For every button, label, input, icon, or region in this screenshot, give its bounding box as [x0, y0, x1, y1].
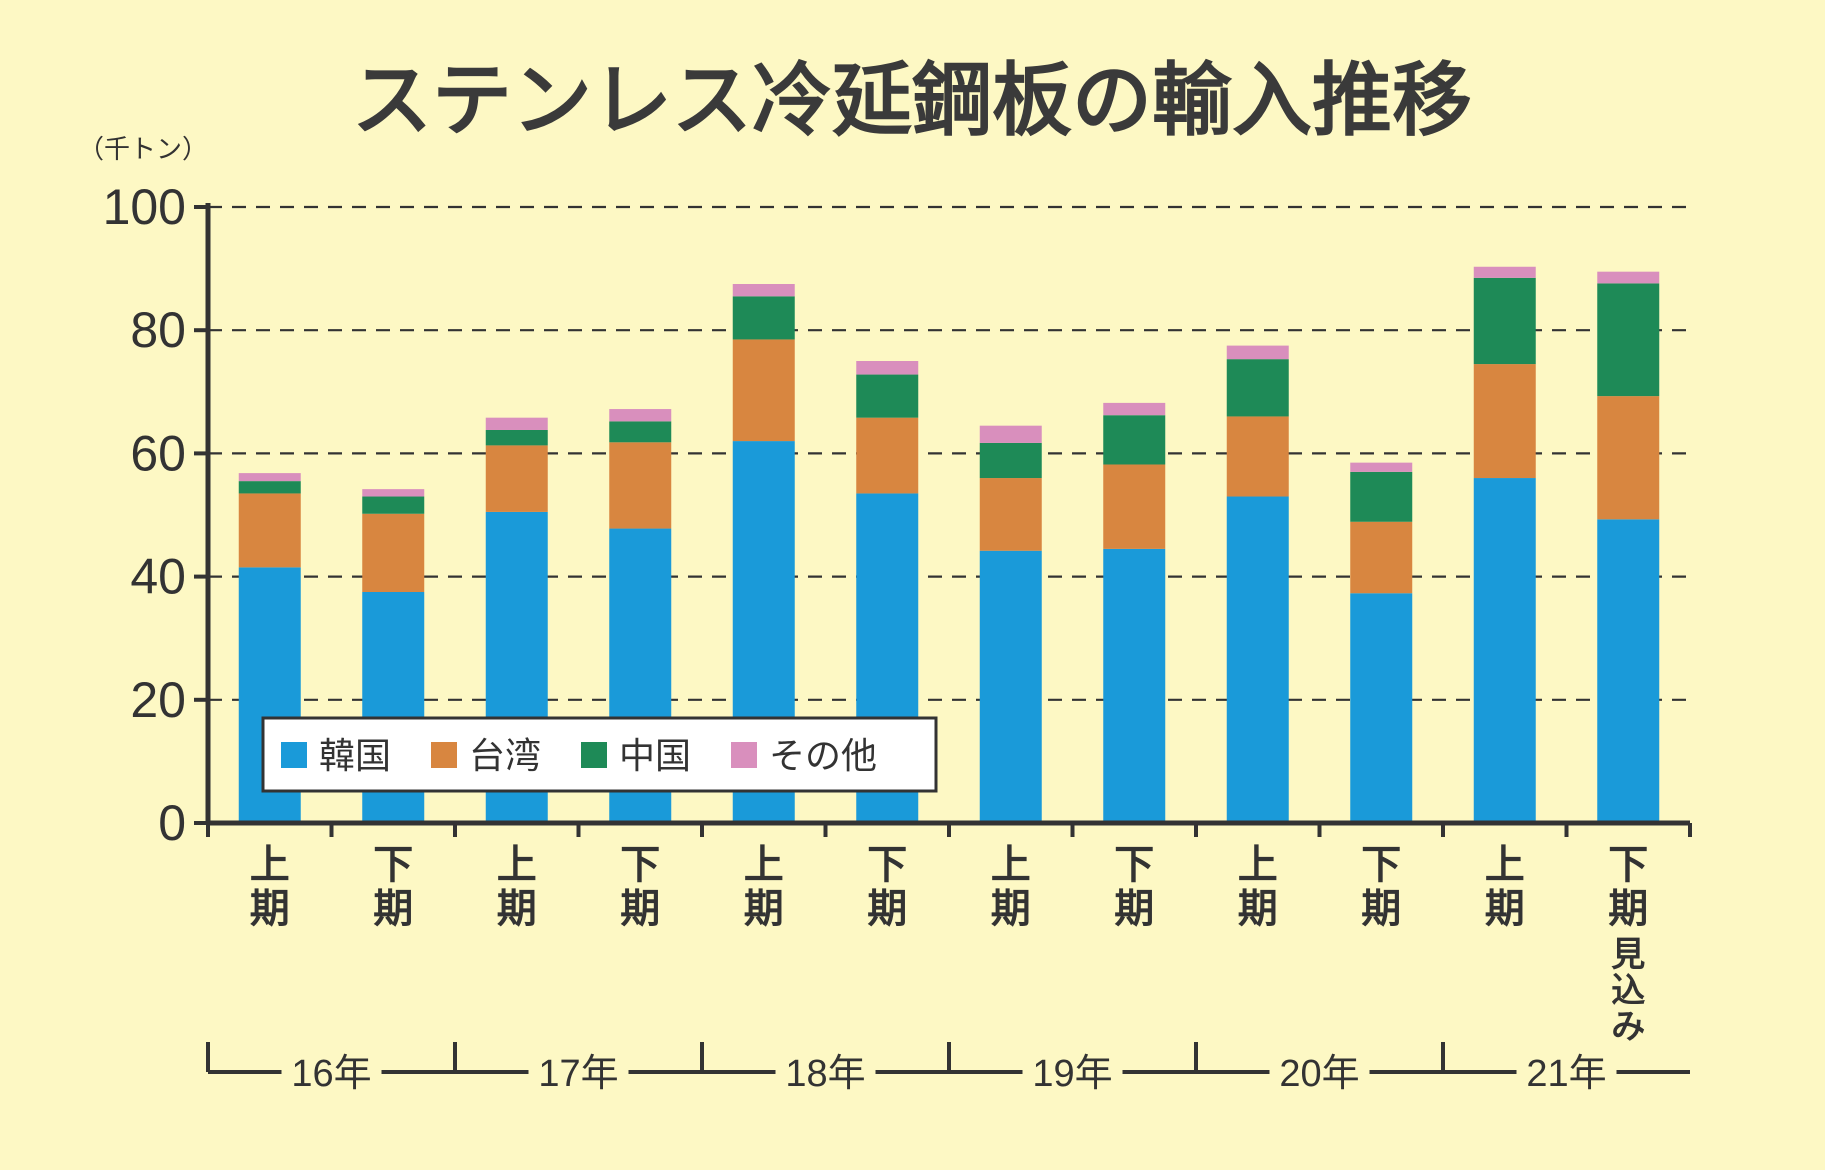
bar-segment-その他: [1597, 271, 1660, 284]
bar-segment-中国: [1597, 283, 1660, 397]
bar-segment-台湾: [485, 445, 548, 512]
bar-segment-中国: [979, 442, 1042, 479]
y-tick-label: 40: [130, 549, 186, 605]
bar-segment-台湾: [1103, 464, 1166, 549]
bar-segment-韓国: [1103, 548, 1166, 823]
legend-swatch: [581, 742, 607, 768]
year-label: 17年: [538, 1053, 618, 1095]
year-label: 19年: [1032, 1053, 1112, 1095]
bar-segment-韓国: [1350, 593, 1413, 823]
bar-segment-台湾: [979, 478, 1042, 551]
year-label: 21年: [1526, 1053, 1606, 1095]
bar-segment-その他: [362, 489, 425, 497]
bar-segment-韓国: [1473, 478, 1536, 823]
bar-segment-中国: [238, 481, 301, 494]
bar-segment-その他: [979, 425, 1042, 443]
y-tick-label: 100: [103, 179, 186, 235]
bar-segment-韓国: [1226, 496, 1289, 823]
x-tick-label: 下期: [620, 842, 660, 932]
y-tick-labels: 0 20 40 60 80 100: [103, 179, 186, 851]
bar-segment-中国: [732, 296, 795, 340]
legend-swatch: [431, 742, 457, 768]
legend-swatch: [731, 742, 757, 768]
legend-label: その他: [769, 736, 877, 777]
bar-segment-その他: [485, 417, 548, 430]
year-label: 18年: [785, 1053, 865, 1095]
legend-label: 中国: [619, 736, 691, 777]
bar-segment-その他: [732, 284, 795, 297]
bar-segment-台湾: [1350, 521, 1413, 594]
y-tick-label: 60: [130, 425, 186, 481]
x-tick-label: 下期: [373, 842, 413, 932]
bar-segment-台湾: [609, 442, 672, 529]
x-tick-label: 下期: [1361, 842, 1401, 932]
x-tick-label: 上期: [991, 842, 1031, 932]
x-tick-label: 上期: [744, 842, 784, 932]
bar-segment-台湾: [856, 417, 919, 494]
bar-segment-その他: [856, 361, 919, 375]
x-tick-label: 下期: [867, 842, 907, 932]
x-tick-label: 上期: [1485, 842, 1525, 932]
bar-segment-その他: [238, 473, 301, 482]
y-tick-label: 0: [158, 795, 186, 851]
bar-segment-その他: [1473, 266, 1536, 278]
x-tick-label: 上期: [250, 842, 290, 932]
y-tick-label: 80: [130, 302, 186, 358]
gridlines: [194, 205, 1690, 825]
bar-segment-中国: [856, 374, 919, 418]
bar-segment-中国: [609, 421, 672, 443]
bar-segment-台湾: [1226, 416, 1289, 497]
legend-label: 台湾: [469, 736, 541, 777]
axes: [205, 203, 1692, 837]
y-tick-label: 20: [130, 672, 186, 728]
x-tick-label: 下期見込み: [1608, 842, 1648, 1047]
legend-label: 韓国: [319, 736, 391, 777]
bar-segment-台湾: [1597, 396, 1660, 520]
bar-segment-中国: [1473, 277, 1536, 365]
x-tick-label: 上期: [1238, 842, 1278, 932]
chart-title: ステンレス冷延鋼板の輸入推移: [352, 54, 1472, 147]
legend: 韓国 台湾 中国 その他: [261, 716, 938, 793]
bar-segment-韓国: [979, 550, 1042, 823]
bar-segment-韓国: [1597, 519, 1660, 823]
year-label: 16年: [291, 1053, 371, 1095]
legend-swatch: [281, 742, 307, 768]
year-label: 20年: [1279, 1053, 1359, 1095]
bar-segment-中国: [362, 496, 425, 514]
x-tick-label: 上期: [497, 842, 537, 932]
y-axis-unit: （千トン）: [78, 135, 208, 165]
bar-segment-台湾: [362, 513, 425, 592]
bar-segment-中国: [1226, 359, 1289, 417]
bar-segment-台湾: [238, 493, 301, 568]
bar-segment-その他: [609, 409, 672, 422]
bar-segment-中国: [485, 429, 548, 446]
x-tick-label: 下期: [1114, 842, 1154, 932]
bar-segment-中国: [1103, 415, 1166, 465]
bar-segment-その他: [1226, 345, 1289, 360]
year-brackets: 16年 17年 18年 19年 20年 21年: [206, 1042, 1690, 1095]
bar-segment-台湾: [1473, 364, 1536, 479]
bar-segment-その他: [1103, 402, 1166, 416]
bar-segment-中国: [1350, 471, 1413, 522]
bar-segment-その他: [1350, 462, 1413, 472]
bar-segment-台湾: [732, 339, 795, 442]
